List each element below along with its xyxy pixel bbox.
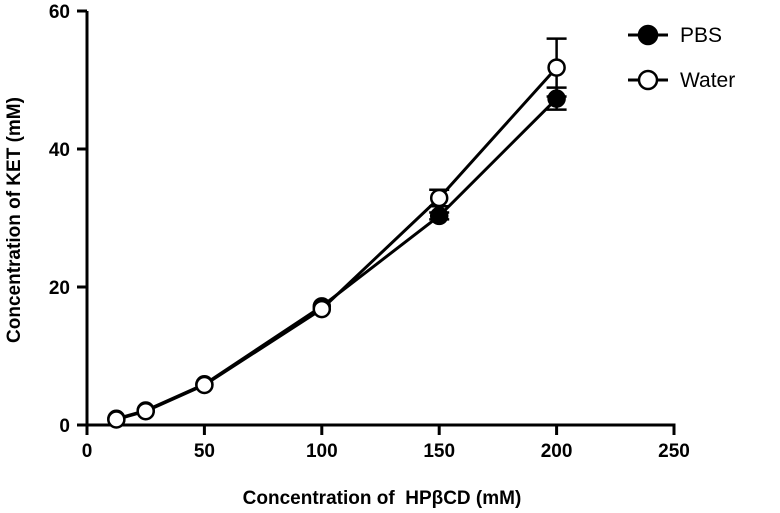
series-water-point xyxy=(429,188,449,208)
legend-water-label: Water xyxy=(680,69,735,92)
y-tick-label: 0 xyxy=(59,416,70,437)
axes xyxy=(77,9,676,435)
series-pbs-line xyxy=(115,97,558,421)
series-pbs xyxy=(107,86,567,429)
series-water-point xyxy=(107,410,126,429)
x-tick-labels: 0 50 100 150 200 250 xyxy=(82,441,690,462)
series-layer xyxy=(107,37,567,429)
series-water-point xyxy=(312,299,332,319)
legend-water-marker xyxy=(637,69,659,91)
y-tick-label: 20 xyxy=(49,278,70,299)
y-tick-labels: 0 20 40 60 xyxy=(49,2,70,437)
series-water-point xyxy=(195,375,214,395)
x-tick-label: 250 xyxy=(658,441,690,462)
series-pbs-point xyxy=(429,206,449,226)
series-water-line xyxy=(115,66,558,421)
legend: PBS Water xyxy=(628,24,735,92)
x-tick-label: 100 xyxy=(306,441,338,462)
x-tick-label: 150 xyxy=(423,441,455,462)
y-axis-title: Concentration of KET (mM) xyxy=(4,97,25,343)
legend-item-pbs: PBS xyxy=(628,24,722,47)
legend-pbs-label: PBS xyxy=(680,24,722,47)
y-tick-label: 40 xyxy=(49,140,70,161)
series-water-point xyxy=(547,58,566,77)
series-water-point xyxy=(136,401,155,421)
x-tick-label: 50 xyxy=(194,441,215,462)
x-axis-title: Concentration of HPβCD (mM) xyxy=(243,488,522,509)
y-tick-label: 60 xyxy=(49,2,70,23)
legend-pbs-marker xyxy=(637,24,659,46)
x-tick-label: 0 xyxy=(82,441,93,462)
legend-item-water: Water xyxy=(628,69,735,92)
series-water xyxy=(107,37,567,429)
x-tick-label: 200 xyxy=(541,441,573,462)
